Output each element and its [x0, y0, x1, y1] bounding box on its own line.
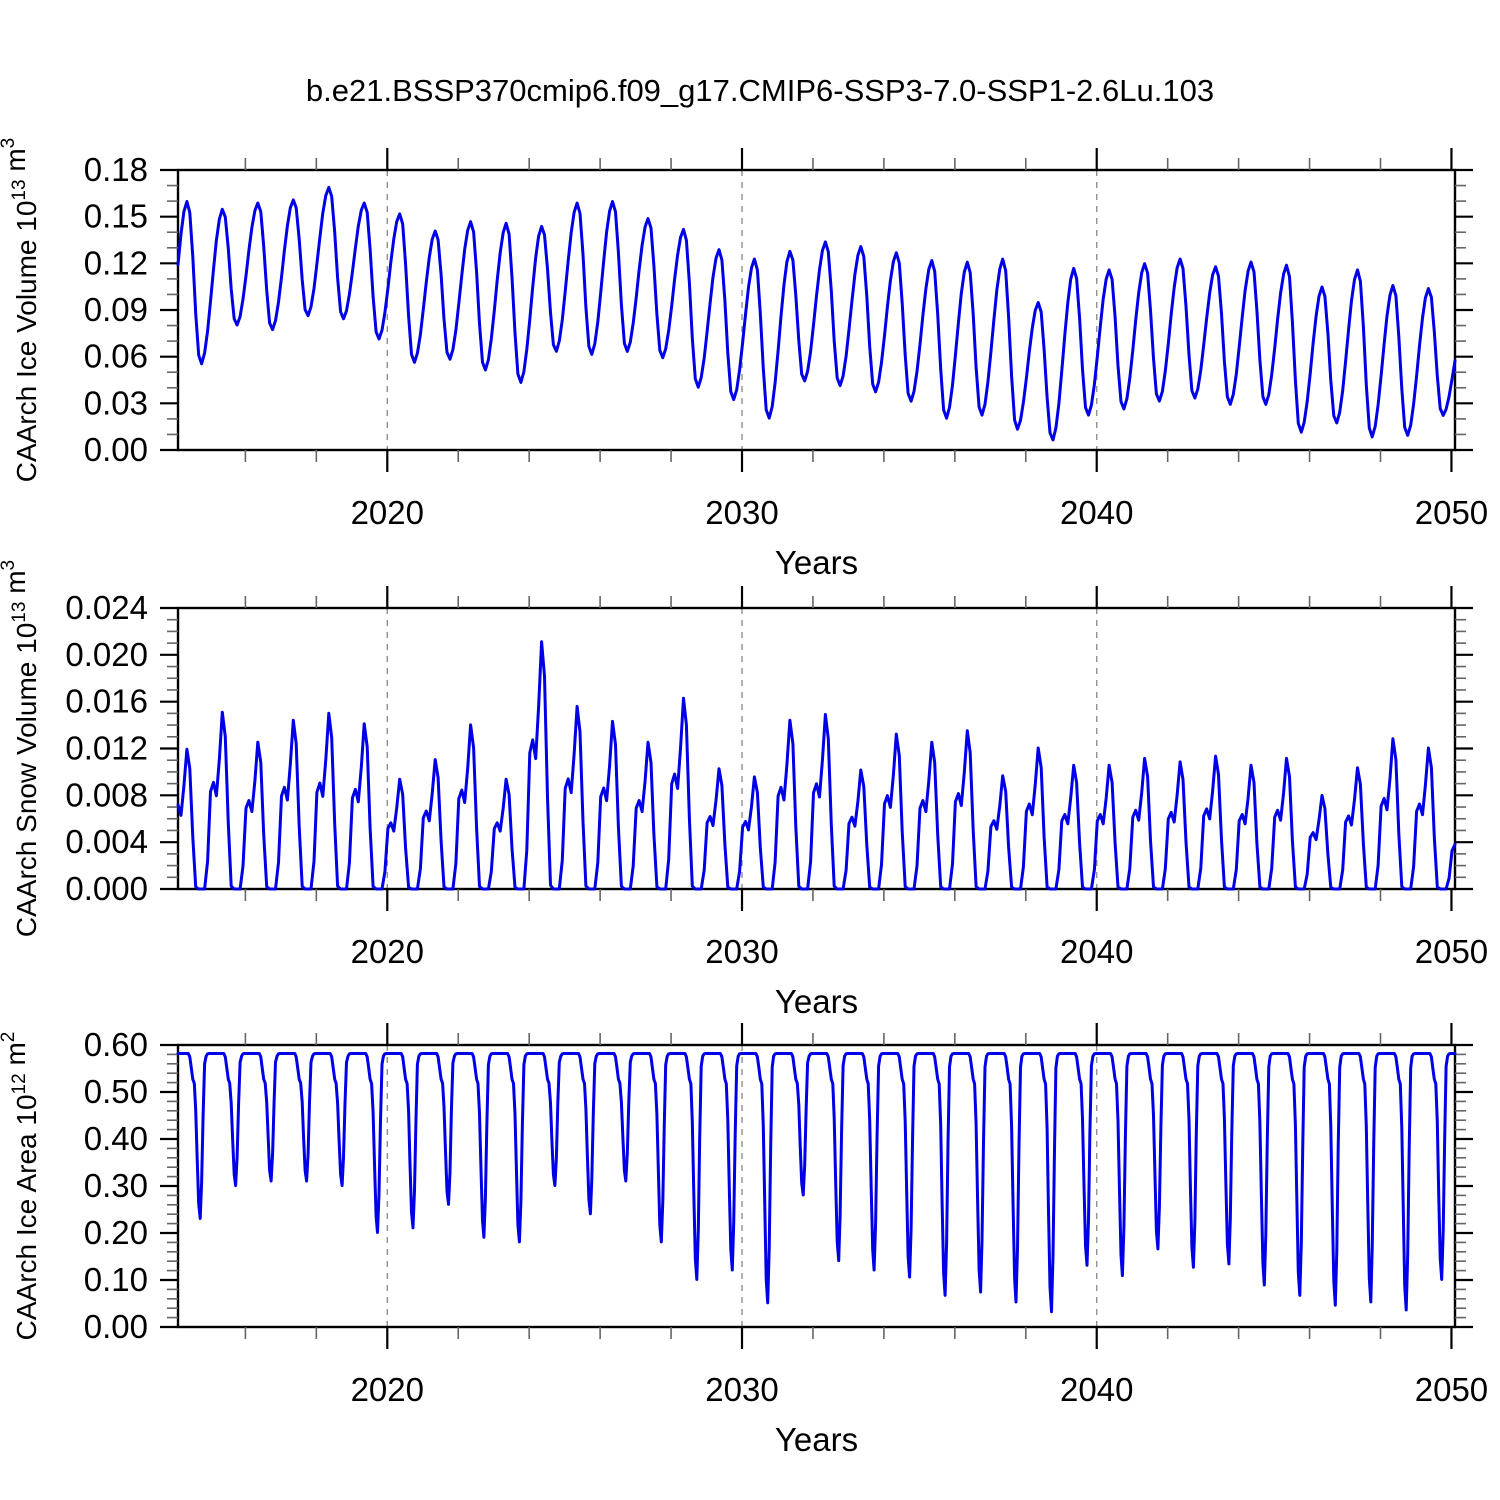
- y-axis-title: CAArch Snow Volume 1013 m3: [0, 560, 42, 937]
- y-axis-tick-label: 0.03: [84, 384, 148, 421]
- y-axis-tick-label: 0.30: [84, 1167, 148, 1204]
- y-axis-tick-label: 0.18: [84, 151, 148, 188]
- x-axis-tick-label: 2050: [1415, 933, 1488, 970]
- y-axis-tick-label: 0.012: [65, 730, 148, 767]
- x-axis-tick-label: 2040: [1060, 494, 1133, 531]
- x-axis-tick-label: 2020: [351, 494, 424, 531]
- y-axis-tick-label: 0.10: [84, 1261, 148, 1298]
- x-axis-tick-label: 2030: [705, 933, 778, 970]
- x-axis-title: Years: [775, 983, 858, 1020]
- y-axis-tick-label: 0.06: [84, 338, 148, 375]
- y-axis-tick-label: 0.20: [84, 1214, 148, 1251]
- x-axis-tick-label: 2050: [1415, 494, 1488, 531]
- x-axis-tick-label: 2040: [1060, 1371, 1133, 1408]
- series-line: [176, 1052, 1457, 1314]
- y-axis-tick-label: 0.00: [84, 431, 148, 468]
- y-axis-tick-label: 0.15: [84, 198, 148, 235]
- y-axis-tick-label: 0.008: [65, 776, 148, 813]
- y-axis-tick-label: 0.40: [84, 1120, 148, 1157]
- series-line: [176, 185, 1457, 442]
- x-axis-tick-label: 2020: [351, 1371, 424, 1408]
- x-axis-tick-label: 2020: [351, 933, 424, 970]
- x-axis-tick-label: 2030: [705, 1371, 778, 1408]
- panels-group: 0.00 0.03 0.06 0.09 0.12 0.15 0.18 2020 2030 2040…: [0, 138, 1488, 1458]
- y-axis-tick-label: 0.004: [65, 823, 148, 860]
- y-axis-tick-label: 0.00: [84, 1308, 148, 1345]
- y-axis-tick-label: 0.016: [65, 683, 148, 720]
- y-axis-tick-label: 0.000: [65, 870, 148, 907]
- series-line: [176, 640, 1457, 891]
- y-axis-tick-label: 0.020: [65, 636, 148, 673]
- x-axis-title: Years: [775, 544, 858, 581]
- panel-caarch-snow-volume: 0.000 0.004 0.008 0.012 0.016 0.020 0.024 2020 2…: [0, 560, 1488, 1020]
- x-axis-tick-label: 2030: [705, 494, 778, 531]
- y-axis-tick-label: 0.12: [84, 244, 148, 281]
- y-axis-title: CAArch Ice Area 1012 m2: [0, 1032, 42, 1341]
- y-axis-tick-label: 0.60: [84, 1026, 148, 1063]
- figure-title: b.e21.BSSP370cmip6.f09_g17.CMIP6-SSP3-7.…: [306, 73, 1214, 108]
- y-axis-tick-label: 0.09: [84, 291, 148, 328]
- panel-caarch-ice-area: 0.00 0.10 0.20 0.30 0.40 0.50 0.60 2020 2030 2040…: [0, 1023, 1488, 1458]
- x-axis-tick-label: 2050: [1415, 1371, 1488, 1408]
- x-axis-title: Years: [775, 1421, 858, 1458]
- y-axis-title: CAArch Ice Volume 1013 m3: [0, 138, 42, 483]
- y-axis-tick-label: 0.024: [65, 589, 148, 626]
- x-axis-tick-label: 2040: [1060, 933, 1133, 970]
- panel-frame: [176, 606, 1457, 891]
- panel-caarch-ice-volume: 0.00 0.03 0.06 0.09 0.12 0.15 0.18 2020 2030 2040…: [0, 138, 1488, 581]
- y-axis-tick-label: 0.50: [84, 1073, 148, 1110]
